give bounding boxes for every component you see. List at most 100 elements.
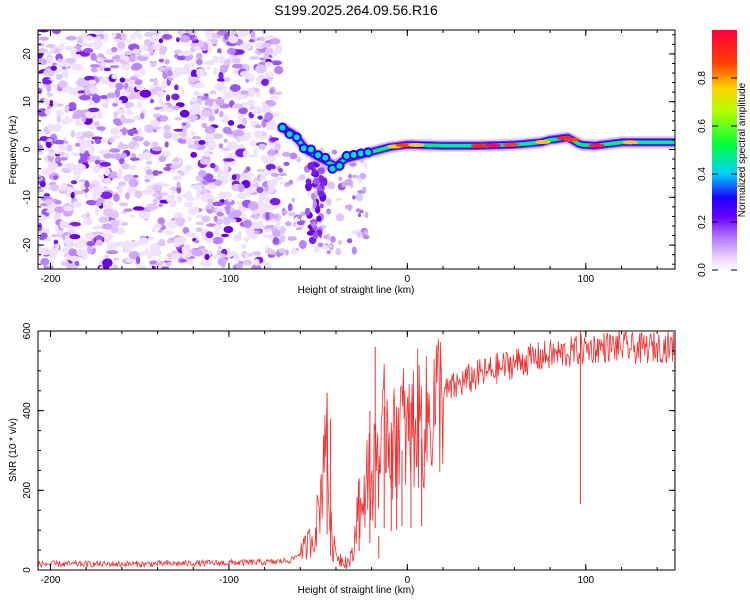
noise-blob xyxy=(223,94,230,101)
noise-blob xyxy=(311,221,317,228)
noise-blob xyxy=(186,258,194,266)
noise-blob xyxy=(204,126,216,135)
noise-blob xyxy=(55,243,60,250)
noise-blob xyxy=(160,115,169,122)
noise-blob xyxy=(258,202,269,212)
noise-blob xyxy=(235,262,243,269)
noise-blob xyxy=(305,181,312,192)
noise-blob xyxy=(243,219,252,229)
noise-blob xyxy=(187,215,192,222)
noise-blob xyxy=(146,252,153,259)
noise-blob xyxy=(248,74,255,83)
noise-blob xyxy=(191,249,203,257)
noise-blob xyxy=(165,94,171,102)
noise-blob xyxy=(218,71,224,80)
noise-blob xyxy=(251,264,261,269)
noise-blob xyxy=(153,223,163,229)
noise-blob xyxy=(105,178,110,185)
noise-blob xyxy=(275,91,283,96)
noise-blob xyxy=(84,180,90,188)
noise-blob xyxy=(174,49,182,54)
noise-blob xyxy=(207,198,213,205)
noise-blob xyxy=(256,37,261,41)
noise-blob xyxy=(42,79,52,85)
noise-blob xyxy=(190,42,202,47)
track-hotspot xyxy=(588,143,605,148)
noise-blob xyxy=(215,97,225,106)
noise-blob xyxy=(351,174,358,178)
noise-blob xyxy=(227,47,237,55)
noise-blob xyxy=(190,151,198,158)
noise-blob xyxy=(185,137,194,146)
noise-blob xyxy=(63,206,74,212)
noise-blob xyxy=(175,218,186,223)
noise-blob xyxy=(185,190,192,198)
x-tick-label: -200 xyxy=(40,575,60,586)
noise-blob xyxy=(102,258,113,268)
noise-blob xyxy=(72,201,82,208)
noise-blob xyxy=(231,174,237,181)
noise-blob xyxy=(116,227,125,235)
noise-blob xyxy=(241,259,252,266)
noise-blob xyxy=(108,174,119,179)
noise-blob xyxy=(83,193,89,199)
noise-blob xyxy=(214,207,226,213)
noise-blob xyxy=(84,75,95,81)
noise-blob xyxy=(248,56,260,60)
track-hotspot xyxy=(563,137,580,142)
noise-blob xyxy=(108,81,114,89)
noise-blob xyxy=(59,43,65,48)
noise-blob xyxy=(205,231,214,239)
noise-blob xyxy=(229,84,241,92)
noise-blob xyxy=(261,43,272,48)
noise-blob xyxy=(128,164,137,170)
noise-blob xyxy=(152,184,162,192)
noise-blob xyxy=(298,174,306,180)
noise-blob xyxy=(346,238,353,244)
noise-blob xyxy=(232,68,239,74)
noise-blob xyxy=(38,58,48,66)
noise-blob xyxy=(158,108,166,112)
noise-blob xyxy=(149,30,162,33)
noise-blob xyxy=(59,220,66,230)
noise-blob xyxy=(58,142,68,152)
noise-blob xyxy=(237,115,244,121)
noise-blob xyxy=(223,164,229,173)
noise-blob xyxy=(107,243,117,250)
noise-blob xyxy=(103,59,115,63)
noise-blob xyxy=(219,64,229,74)
snr-series xyxy=(38,331,675,570)
noise-blob xyxy=(247,154,259,158)
noise-blob xyxy=(50,172,58,176)
noise-blob xyxy=(270,60,283,66)
noise-blob xyxy=(225,171,231,178)
noise-blob xyxy=(199,158,211,165)
noise-blob xyxy=(123,208,133,212)
noise-blob xyxy=(111,135,121,140)
noise-blob xyxy=(90,67,98,73)
track-hotspot xyxy=(622,140,639,145)
noise-blob xyxy=(227,120,235,126)
chart-title: S199.2025.264.09.56.R16 xyxy=(274,2,438,18)
noise-blob xyxy=(130,214,136,218)
noise-blob xyxy=(80,33,87,38)
noise-blob xyxy=(247,99,255,108)
noise-blob xyxy=(222,126,232,134)
noise-blob xyxy=(74,261,80,267)
noise-blob xyxy=(212,254,221,260)
noise-blob xyxy=(99,161,111,167)
noise-blob xyxy=(149,260,158,265)
spectrogram-y-ticks: -20 -10 0 10 20 xyxy=(22,34,675,265)
noise-blob xyxy=(115,155,121,161)
noise-blob xyxy=(223,138,228,143)
noise-blob xyxy=(172,158,179,162)
noise-blob xyxy=(56,114,61,124)
noise-blob xyxy=(192,90,201,97)
noise-blob xyxy=(132,133,142,137)
noise-blob xyxy=(125,86,133,93)
noise-blob xyxy=(174,117,183,121)
noise-blob xyxy=(317,190,325,198)
noise-blob xyxy=(253,147,258,156)
noise-blob xyxy=(65,35,77,41)
